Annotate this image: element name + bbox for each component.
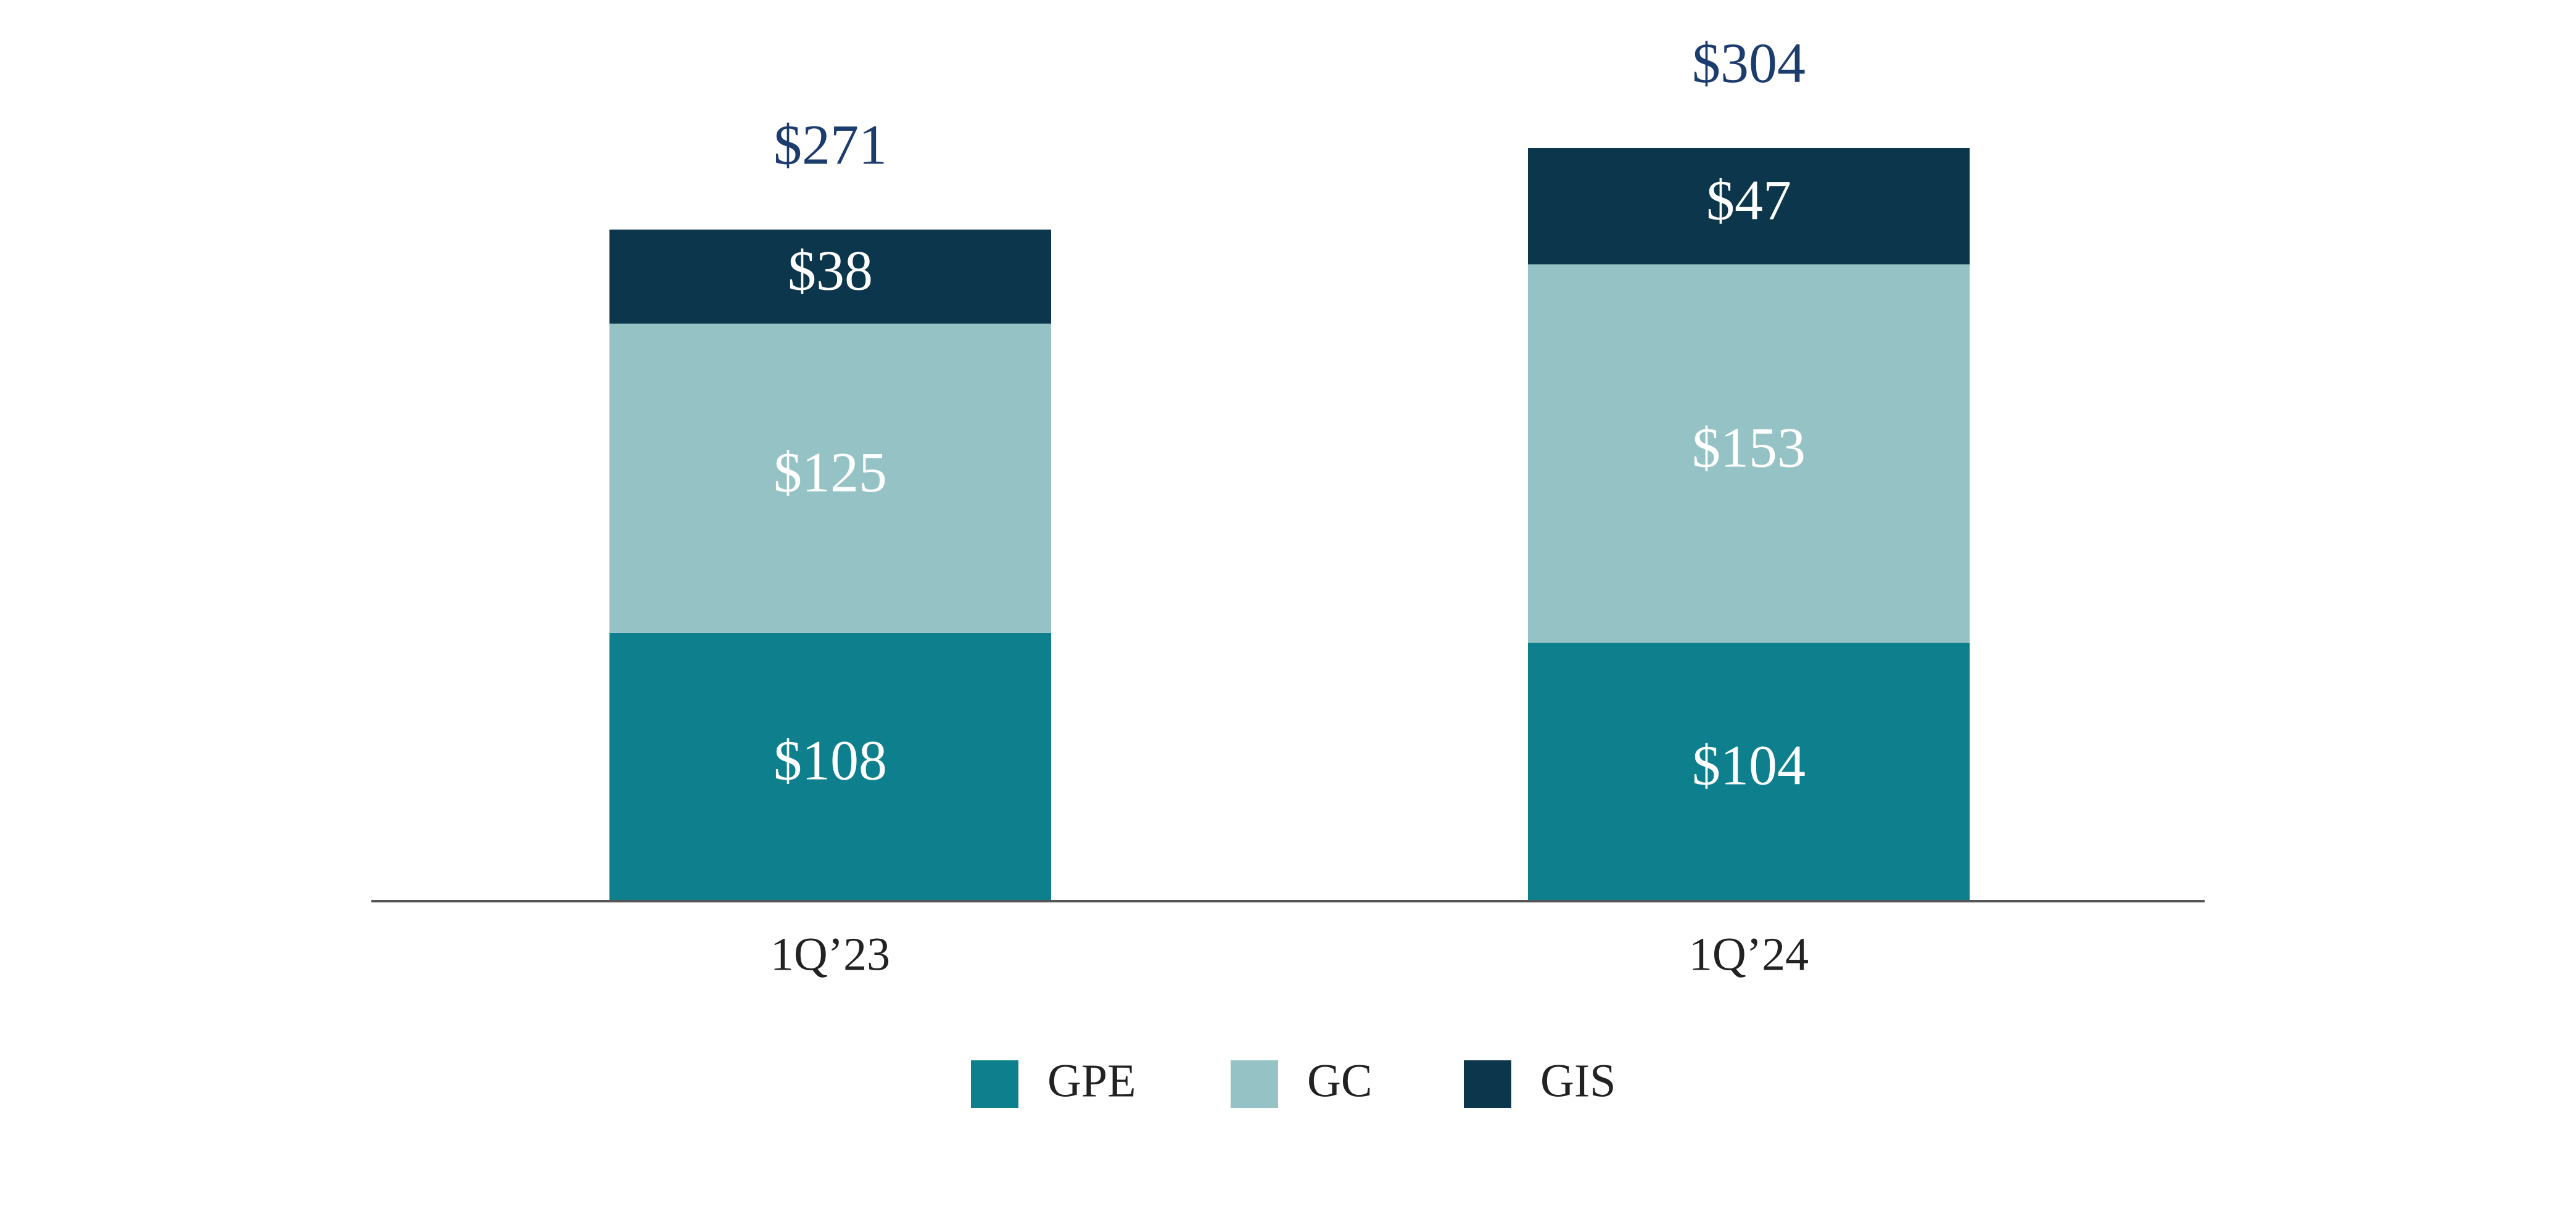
value-label: $38 xyxy=(788,239,873,302)
legend-swatch xyxy=(1464,1060,1511,1108)
value-label: $153 xyxy=(1692,416,1806,479)
legend-swatch xyxy=(1231,1060,1278,1108)
bar-segment xyxy=(609,229,1051,324)
total-label: $304 xyxy=(1692,31,1806,94)
legend-label: GC xyxy=(1307,1055,1373,1107)
bar-segment xyxy=(609,632,1051,900)
legend-swatch xyxy=(971,1060,1018,1108)
x-tick-label: 1Q’24 xyxy=(1689,928,1809,980)
value-label: $104 xyxy=(1692,734,1806,797)
bar-segment xyxy=(609,323,1051,633)
legend-label: GIS xyxy=(1540,1055,1616,1107)
legend-label: GPE xyxy=(1047,1055,1136,1107)
x-tick-label: 1Q’23 xyxy=(770,928,890,980)
bar-segment xyxy=(1528,148,1970,265)
bar-segment xyxy=(1528,642,1970,900)
total-label: $271 xyxy=(774,113,887,176)
value-label: $108 xyxy=(774,729,887,792)
value-label: $47 xyxy=(1706,168,1791,231)
value-label: $125 xyxy=(774,440,887,503)
bar-segment xyxy=(1528,264,1970,643)
